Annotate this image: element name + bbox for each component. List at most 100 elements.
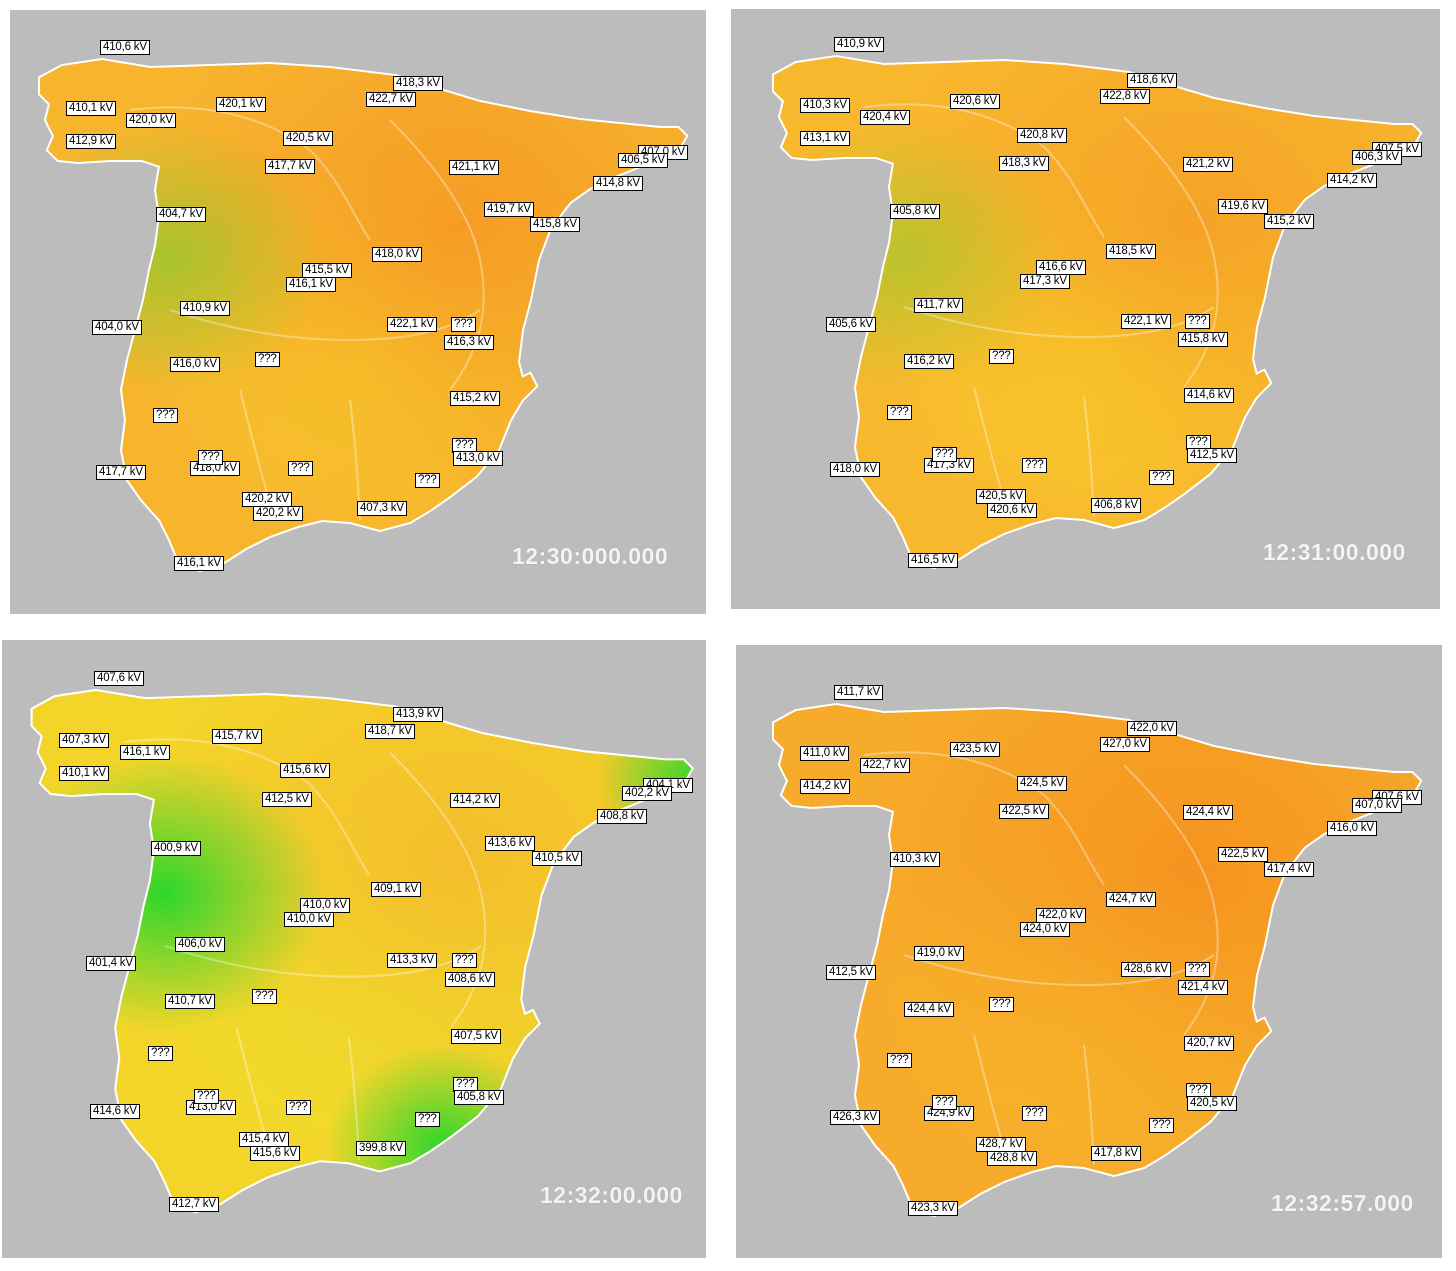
voltage-label: 416,1 kV	[120, 745, 170, 760]
voltage-label: 410,6 kV	[100, 40, 150, 55]
voltage-label: 424,4 kV	[904, 1002, 954, 1017]
voltage-label: 399,8 kV	[356, 1141, 406, 1156]
voltage-label: 415,4 kV	[239, 1132, 289, 1147]
voltage-label: 416,2 kV	[904, 354, 954, 369]
voltage-label: 417,3 kV	[1020, 274, 1070, 289]
map-panel-1231: 410,9 kV 418,6 kV 422,8 kV 410,3 kV 420,6 kV…	[731, 9, 1440, 609]
voltage-label: 428,7 kV	[976, 1137, 1026, 1152]
voltage-label: 405,8 kV	[454, 1090, 504, 1105]
voltage-label: 410,5 kV	[532, 851, 582, 866]
voltage-label: 410,0 kV	[284, 912, 334, 927]
voltage-label: 412,5 kV	[262, 792, 312, 807]
voltage-label: 411,7 kV	[914, 298, 963, 313]
voltage-label: 415,2 kV	[450, 391, 500, 406]
unknown-voltage-label: ???	[452, 953, 477, 968]
voltage-label: 420,4 kV	[860, 110, 910, 125]
voltage-label: 412,7 kV	[169, 1197, 219, 1212]
voltage-label: 413,3 kV	[387, 953, 437, 968]
unknown-voltage-label: ???	[153, 408, 178, 423]
unknown-voltage-label: ???	[932, 1095, 957, 1110]
voltage-label: 420,6 kV	[987, 503, 1037, 518]
voltage-label: 406,0 kV	[175, 937, 225, 952]
voltage-label: 411,7 kV	[834, 685, 883, 700]
voltage-label: 413,6 kV	[485, 836, 535, 851]
unknown-voltage-label: ???	[1185, 314, 1210, 329]
voltage-label: 412,9 kV	[66, 134, 116, 149]
unknown-voltage-label: ???	[451, 317, 476, 332]
timestamp: 12:30:000.000	[512, 543, 669, 569]
voltage-label: 420,7 kV	[1184, 1036, 1234, 1051]
voltage-label: 420,2 kV	[253, 506, 303, 521]
voltage-label: 415,6 kV	[250, 1146, 300, 1161]
unknown-voltage-label: ???	[415, 1112, 440, 1127]
voltage-label: 417,7 kV	[265, 159, 315, 174]
voltage-label: 420,2 kV	[242, 492, 292, 507]
map-panel-1230: 410,6 kV 418,3 kV 422,7 kV 410,1 kV 420,1 kV…	[10, 10, 706, 614]
voltage-label: 410,1 kV	[59, 766, 109, 781]
voltage-label: 416,6 kV	[1036, 260, 1086, 275]
unknown-voltage-label: ???	[198, 450, 223, 465]
voltage-label: 408,6 kV	[445, 972, 495, 987]
unknown-voltage-label: ???	[1022, 458, 1047, 473]
voltage-label: 415,2 kV	[1264, 214, 1314, 229]
voltage-label: 407,3 kV	[357, 501, 407, 516]
iberia-heatmap	[38, 57, 689, 573]
voltage-label: 420,1 kV	[216, 97, 266, 112]
voltage-label: 402,2 kV	[622, 786, 672, 801]
voltage-label: 418,7 kV	[365, 724, 415, 739]
unknown-voltage-label: ???	[288, 461, 313, 476]
unknown-voltage-label: ???	[252, 989, 277, 1004]
voltage-label: 417,8 kV	[1091, 1146, 1141, 1161]
voltage-label: 414,2 kV	[1327, 173, 1377, 188]
voltage-label: 406,5 kV	[618, 153, 668, 168]
unknown-voltage-label: ???	[148, 1046, 173, 1061]
timestamp: 12:32:57.000	[1271, 1190, 1414, 1216]
unknown-voltage-label: ???	[932, 447, 957, 462]
unknown-voltage-label: ???	[1149, 470, 1174, 485]
voltage-label: 418,5 kV	[1106, 244, 1156, 259]
voltage-label: 415,6 kV	[280, 763, 330, 778]
unknown-voltage-label: ???	[1149, 1118, 1174, 1133]
voltage-label: 421,1 kV	[449, 160, 499, 175]
voltage-label: 418,3 kV	[999, 156, 1049, 171]
voltage-label: 414,6 kV	[1184, 388, 1234, 403]
voltage-label: 422,1 kV	[387, 317, 437, 332]
voltage-label: 416,1 kV	[286, 277, 336, 292]
voltage-label: 420,8 kV	[1017, 128, 1067, 143]
voltage-label: 426,3 kV	[830, 1110, 880, 1125]
voltage-label: 424,4 kV	[1183, 805, 1233, 820]
voltage-label: 416,3 kV	[444, 335, 494, 350]
voltage-label: 422,7 kV	[366, 92, 416, 107]
voltage-label: 422,5 kV	[999, 804, 1049, 819]
voltage-label: 415,8 kV	[1178, 332, 1228, 347]
voltage-label: 424,0 kV	[1020, 922, 1070, 937]
voltage-label: 427,0 kV	[1100, 737, 1150, 752]
voltage-label: 422,1 kV	[1121, 314, 1171, 329]
unknown-voltage-label: ???	[989, 349, 1014, 364]
unknown-voltage-label: ???	[415, 473, 440, 488]
map-panel-123257: 411,7 kV 422,0 kV 427,0 kV 411,0 kV 423,5 kV…	[736, 645, 1442, 1258]
unknown-voltage-label: ???	[255, 352, 280, 367]
voltage-label: 415,5 kV	[302, 263, 352, 278]
voltage-label: 418,6 kV	[1127, 73, 1177, 88]
voltage-label: 411,0 kV	[800, 746, 849, 761]
voltage-label: 414,8 kV	[593, 176, 643, 191]
voltage-label: 416,0 kV	[170, 357, 220, 372]
voltage-label: 407,3 kV	[59, 733, 109, 748]
unknown-voltage-label: ???	[1185, 962, 1210, 977]
voltage-label: 420,0 kV	[126, 113, 176, 128]
voltage-label: 413,9 kV	[393, 707, 443, 722]
unknown-voltage-label: ???	[286, 1100, 311, 1115]
unknown-voltage-label: ???	[1022, 1106, 1047, 1121]
voltage-label: 413,0 kV	[453, 451, 503, 466]
voltage-label: 416,5 kV	[908, 553, 958, 568]
voltage-label: 404,0 kV	[92, 320, 142, 335]
voltage-label: 408,8 kV	[597, 809, 647, 824]
unknown-voltage-label: ???	[989, 997, 1014, 1012]
voltage-label: 412,5 kV	[826, 965, 876, 980]
iberia-heatmap	[30, 688, 695, 1214]
voltage-label: 410,0 kV	[300, 898, 350, 913]
iberia-heatmap	[772, 54, 1423, 570]
unknown-voltage-label: ???	[194, 1089, 219, 1104]
voltage-label: 419,7 kV	[484, 202, 534, 217]
